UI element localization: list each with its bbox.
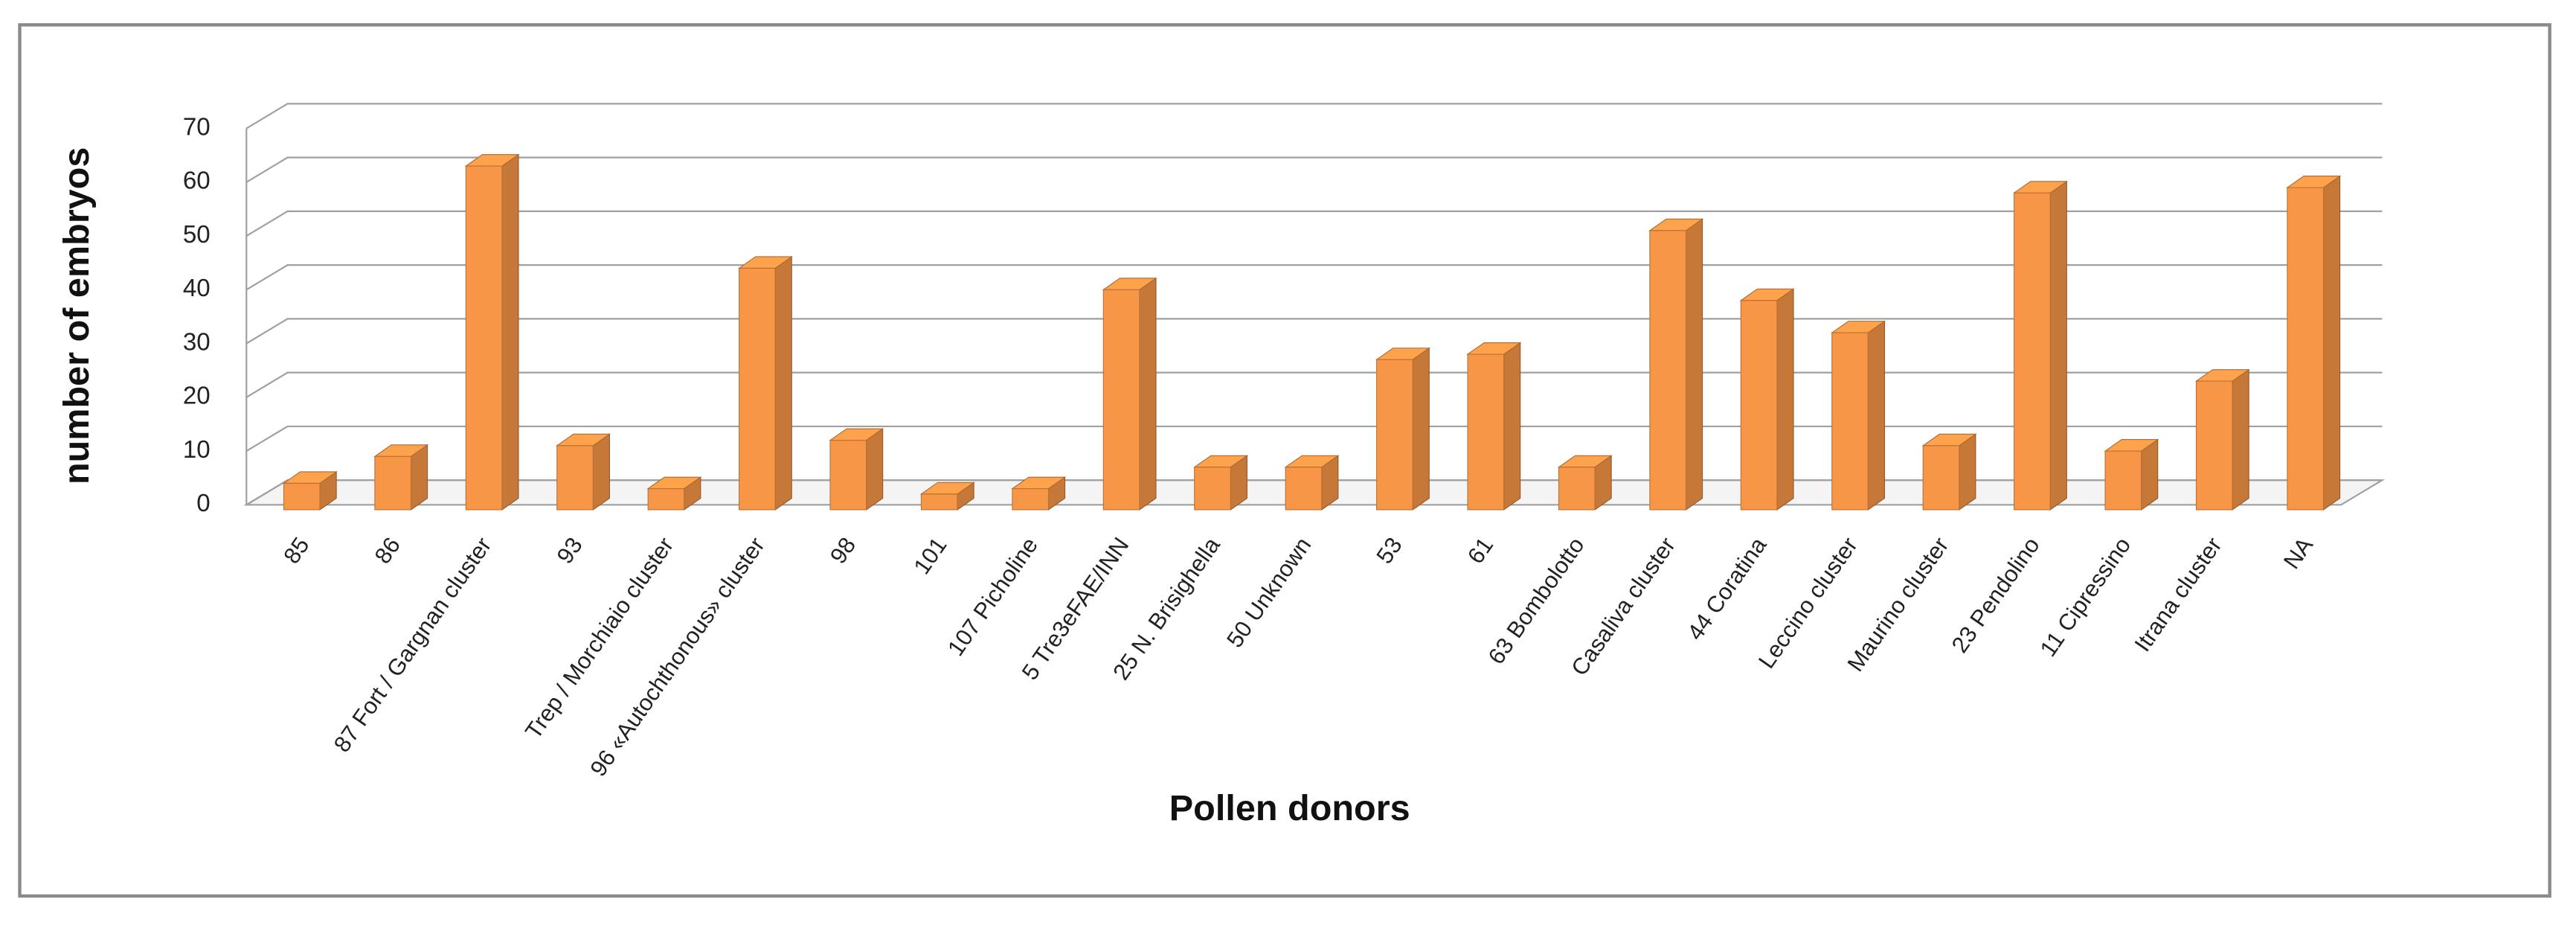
bar (1739, 288, 1795, 511)
bar-front (1194, 467, 1231, 511)
bar-side (1503, 342, 1521, 511)
bar-front (1922, 445, 1960, 511)
bar-front (1102, 289, 1140, 511)
bar-side (2049, 180, 2067, 511)
bar (373, 444, 429, 511)
y-tick-label: 0 (196, 490, 210, 517)
bar (2194, 368, 2250, 511)
bar (1193, 455, 1249, 511)
bar (2104, 438, 2159, 511)
bar (555, 433, 611, 511)
bar-side (2232, 368, 2249, 511)
bar-front (647, 488, 685, 511)
bar (1375, 347, 1431, 511)
bar-front (2014, 192, 2051, 511)
bar (1921, 433, 1977, 511)
bar-front (1467, 354, 1505, 511)
bar (1466, 342, 1522, 511)
bar (829, 428, 884, 511)
bar (1284, 455, 1340, 511)
bar-side (1685, 218, 1703, 511)
bar (464, 153, 520, 511)
y-tick-label: 30 (183, 328, 211, 356)
y-tick-label: 10 (183, 436, 211, 464)
bar-front (283, 482, 321, 511)
back-wall (287, 103, 2383, 481)
bar-front (2195, 380, 2233, 511)
bar-side (501, 153, 519, 511)
bar-front (1740, 300, 1778, 511)
bar-front (1012, 488, 1050, 511)
bar-side (2322, 175, 2341, 511)
bar-front (374, 455, 412, 511)
grid-line (245, 103, 2383, 129)
bar-side (1867, 320, 1885, 511)
y-tick-label: 60 (183, 167, 211, 195)
y-tick-label: 70 (183, 113, 211, 141)
grid-line (245, 210, 2383, 237)
bar-front (1376, 359, 1413, 511)
bar (737, 255, 794, 511)
y-tick-label: 50 (183, 221, 211, 249)
bar-front (1558, 467, 1596, 511)
bar (919, 482, 975, 511)
bar (2012, 180, 2069, 511)
bar (1557, 455, 1613, 511)
bar (282, 470, 338, 511)
y-axis-title: number of embryos (57, 147, 97, 484)
x-axis-title: Pollen donors (1169, 788, 1410, 828)
bar-front (2287, 187, 2325, 511)
y-tick-label: 20 (183, 383, 211, 410)
bar-front (739, 267, 776, 511)
bar-front (829, 440, 867, 511)
bar-front (920, 493, 958, 511)
y-tick-label: 40 (183, 275, 211, 302)
bar-side (1412, 347, 1430, 511)
bar-side (592, 433, 610, 511)
bar (2286, 175, 2342, 511)
bar (646, 476, 702, 511)
bar (1831, 320, 1886, 511)
bar (1011, 476, 1067, 511)
bar-front (465, 165, 503, 511)
bar-side (1139, 277, 1157, 511)
bar-front (2104, 450, 2142, 511)
bar-side (774, 255, 792, 511)
grid-line (245, 156, 2383, 183)
bar-side (1776, 288, 1794, 511)
bar-front (1831, 332, 1869, 511)
bar-side (866, 428, 884, 511)
bar (1102, 277, 1157, 511)
bar-front (1649, 230, 1687, 511)
bar-side (1959, 433, 1976, 511)
bar-front (556, 445, 594, 511)
bar-side (2141, 438, 2159, 511)
bar-front (1285, 467, 1323, 511)
bar (1648, 218, 1704, 511)
